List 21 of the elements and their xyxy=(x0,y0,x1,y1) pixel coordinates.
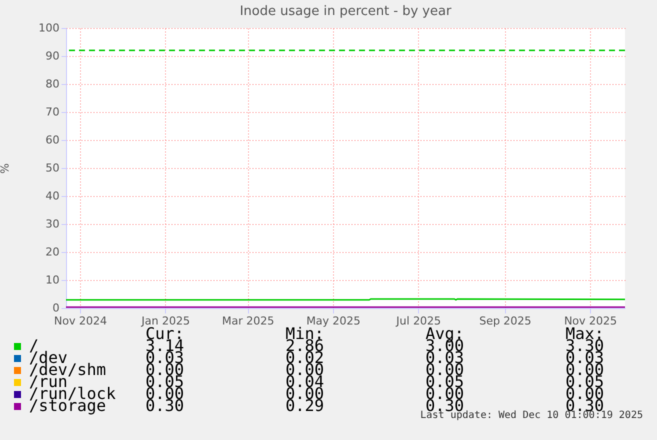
x-tick-label: Jan 2025 xyxy=(140,314,190,328)
y-tick-label: 50 xyxy=(46,162,60,174)
y-tick-label: 90 xyxy=(46,50,60,62)
y-tick-label: 0 xyxy=(52,302,60,314)
chart-title: Inode usage in percent - by year xyxy=(240,4,452,19)
x-tick-label: May 2025 xyxy=(306,314,361,328)
x-tick-label: Nov 2025 xyxy=(564,314,618,328)
y-tick-label: 30 xyxy=(46,218,60,230)
y-tick-label: 60 xyxy=(46,134,60,146)
x-tick-label: Nov 2024 xyxy=(54,314,107,328)
y-axis-title: % xyxy=(0,163,12,174)
y-tick-label: 10 xyxy=(46,274,60,286)
y-tick-label: 20 xyxy=(46,246,60,258)
y-tick-label: 40 xyxy=(46,190,60,202)
x-tick-label: Mar 2025 xyxy=(222,314,274,328)
y-tick-label: 80 xyxy=(46,78,60,90)
y-tick-label: 70 xyxy=(46,106,60,118)
text: Last update: Wed Dec 10 01:00:19 2025 xyxy=(420,410,643,421)
x-tick-label: Jul 2025 xyxy=(395,314,442,328)
y-tick-label: 100 xyxy=(38,22,60,34)
x-tick-label: Sep 2025 xyxy=(479,314,532,328)
